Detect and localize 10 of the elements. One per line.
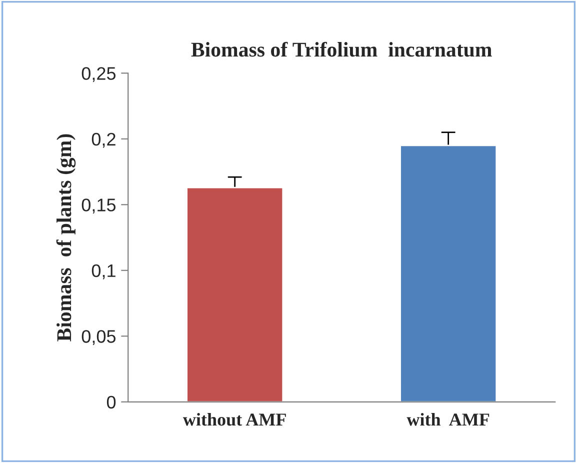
- y-tick-label: 0,1: [92, 264, 116, 280]
- y-tick-label: 0,2: [92, 132, 116, 148]
- y-tick-label: 0,25: [82, 67, 116, 82]
- chart-title: Biomass of Trifolium incarnatum: [191, 42, 492, 57]
- y-axis-title: Biomass of plants (gm): [56, 134, 76, 342]
- y-tick-label: 0,05: [82, 330, 116, 345]
- y-tick-label: 0: [106, 396, 116, 409]
- x-tick-label: without AMF: [182, 412, 286, 426]
- x-tick-label: with AMF: [406, 412, 490, 426]
- y-tick-label: 0,15: [82, 198, 116, 214]
